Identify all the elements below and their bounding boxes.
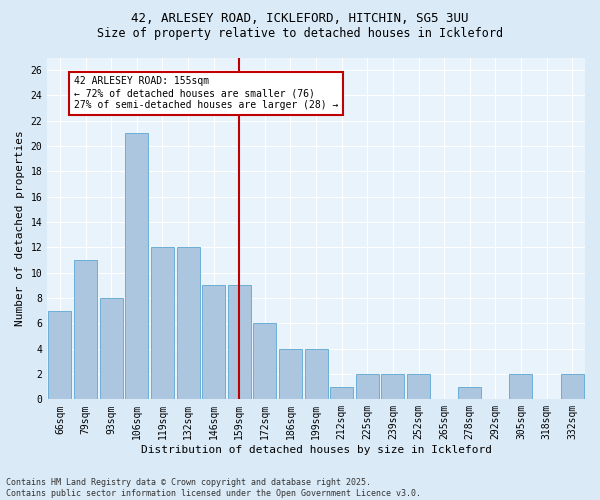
- Bar: [176, 248, 200, 400]
- Bar: [279, 348, 302, 400]
- Bar: [330, 386, 353, 400]
- Bar: [100, 298, 123, 400]
- Bar: [151, 248, 174, 400]
- Text: 42, ARLESEY ROAD, ICKLEFORD, HITCHIN, SG5 3UU: 42, ARLESEY ROAD, ICKLEFORD, HITCHIN, SG…: [131, 12, 469, 26]
- Bar: [125, 134, 148, 400]
- Bar: [382, 374, 404, 400]
- Text: Size of property relative to detached houses in Ickleford: Size of property relative to detached ho…: [97, 28, 503, 40]
- Bar: [509, 374, 532, 400]
- Bar: [253, 324, 277, 400]
- Y-axis label: Number of detached properties: Number of detached properties: [15, 130, 25, 326]
- Bar: [305, 348, 328, 400]
- Bar: [228, 286, 251, 400]
- X-axis label: Distribution of detached houses by size in Ickleford: Distribution of detached houses by size …: [140, 445, 491, 455]
- Text: 42 ARLESEY ROAD: 155sqm
← 72% of detached houses are smaller (76)
27% of semi-de: 42 ARLESEY ROAD: 155sqm ← 72% of detache…: [74, 76, 338, 110]
- Bar: [202, 286, 225, 400]
- Bar: [407, 374, 430, 400]
- Bar: [458, 386, 481, 400]
- Bar: [49, 310, 71, 400]
- Text: Contains HM Land Registry data © Crown copyright and database right 2025.
Contai: Contains HM Land Registry data © Crown c…: [6, 478, 421, 498]
- Bar: [356, 374, 379, 400]
- Bar: [74, 260, 97, 400]
- Bar: [560, 374, 584, 400]
